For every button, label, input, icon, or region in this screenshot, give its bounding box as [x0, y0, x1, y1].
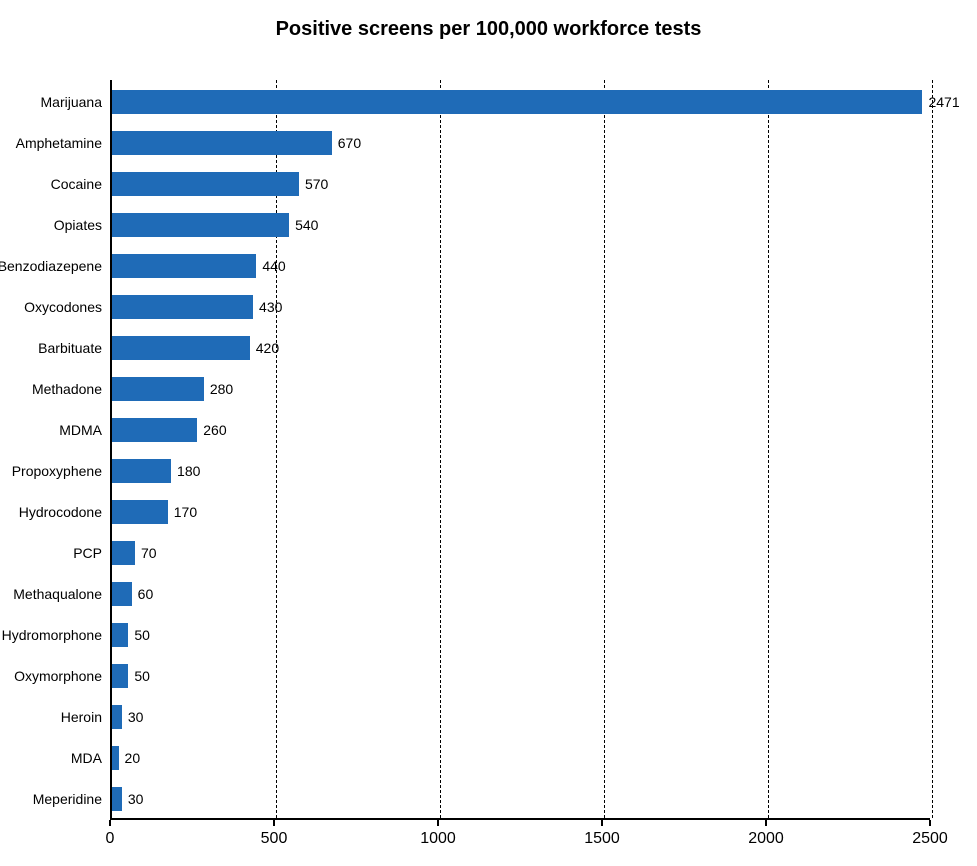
bar-value-label: 170 [174, 504, 197, 520]
x-axis-label: 1000 [420, 830, 456, 848]
bar-value-label: 260 [203, 422, 226, 438]
category-label: Methaqualone [13, 586, 102, 602]
gridline [604, 80, 605, 818]
x-axis-label: 0 [106, 830, 115, 848]
bar-value-label: 50 [134, 627, 150, 643]
gridline [768, 80, 769, 818]
bar-value-label: 30 [128, 709, 144, 725]
x-tick [601, 820, 603, 826]
category-label: Hydrocodone [19, 504, 102, 520]
bar-value-label: 50 [134, 668, 150, 684]
bar-value-label: 670 [338, 135, 361, 151]
x-axis-label: 500 [261, 830, 288, 848]
gridline [440, 80, 441, 818]
category-label: Marijuana [41, 94, 102, 110]
x-axis-label: 2000 [748, 830, 784, 848]
bar-value-label: 2471 [928, 94, 959, 110]
bar [112, 377, 204, 401]
bar-value-label: 280 [210, 381, 233, 397]
bar [112, 746, 119, 770]
category-label: Meperidine [33, 791, 102, 807]
bar [112, 787, 122, 811]
bar-value-label: 180 [177, 463, 200, 479]
category-label: Methadone [32, 381, 102, 397]
bar-value-label: 440 [262, 258, 285, 274]
bar [112, 131, 332, 155]
x-tick [109, 820, 111, 826]
bar [112, 623, 128, 647]
category-label: Hydromorphone [2, 627, 102, 643]
chart-stage: Positive screens per 100,000 workforce t… [0, 0, 977, 866]
category-label: Heroin [61, 709, 102, 725]
chart-title: Positive screens per 100,000 workforce t… [0, 18, 977, 41]
bar-value-label: 60 [138, 586, 154, 602]
bar-value-label: 20 [125, 750, 141, 766]
x-tick [273, 820, 275, 826]
bar [112, 295, 253, 319]
category-label: Barbituate [38, 340, 102, 356]
x-tick [929, 820, 931, 826]
bar [112, 459, 171, 483]
gridline [932, 80, 933, 818]
category-label: MDMA [59, 422, 102, 438]
bar [112, 213, 289, 237]
category-label: Cocaine [51, 176, 102, 192]
bar-value-label: 70 [141, 545, 157, 561]
category-label: Amphetamine [16, 135, 102, 151]
bar-value-label: 540 [295, 217, 318, 233]
bar-value-label: 420 [256, 340, 279, 356]
bar [112, 418, 197, 442]
category-label: Opiates [54, 217, 102, 233]
bar [112, 336, 250, 360]
x-tick [437, 820, 439, 826]
category-label: Oxycodones [24, 299, 102, 315]
bar-value-label: 430 [259, 299, 282, 315]
category-label: MDA [71, 750, 102, 766]
x-tick [765, 820, 767, 826]
bar [112, 500, 168, 524]
category-label: Oxymorphone [14, 668, 102, 684]
bar [112, 582, 132, 606]
bar [112, 172, 299, 196]
category-label: Benzodiazepene [0, 258, 102, 274]
bar [112, 254, 256, 278]
bar-value-label: 570 [305, 176, 328, 192]
bar-value-label: 30 [128, 791, 144, 807]
x-axis-label: 1500 [584, 830, 620, 848]
plot-area: 2471670570540440430420280260180170706050… [110, 80, 930, 820]
bar [112, 664, 128, 688]
bar [112, 541, 135, 565]
bar [112, 705, 122, 729]
x-axis-label: 2500 [912, 830, 948, 848]
bar [112, 90, 922, 114]
category-label: PCP [73, 545, 102, 561]
category-label: Propoxyphene [12, 463, 102, 479]
